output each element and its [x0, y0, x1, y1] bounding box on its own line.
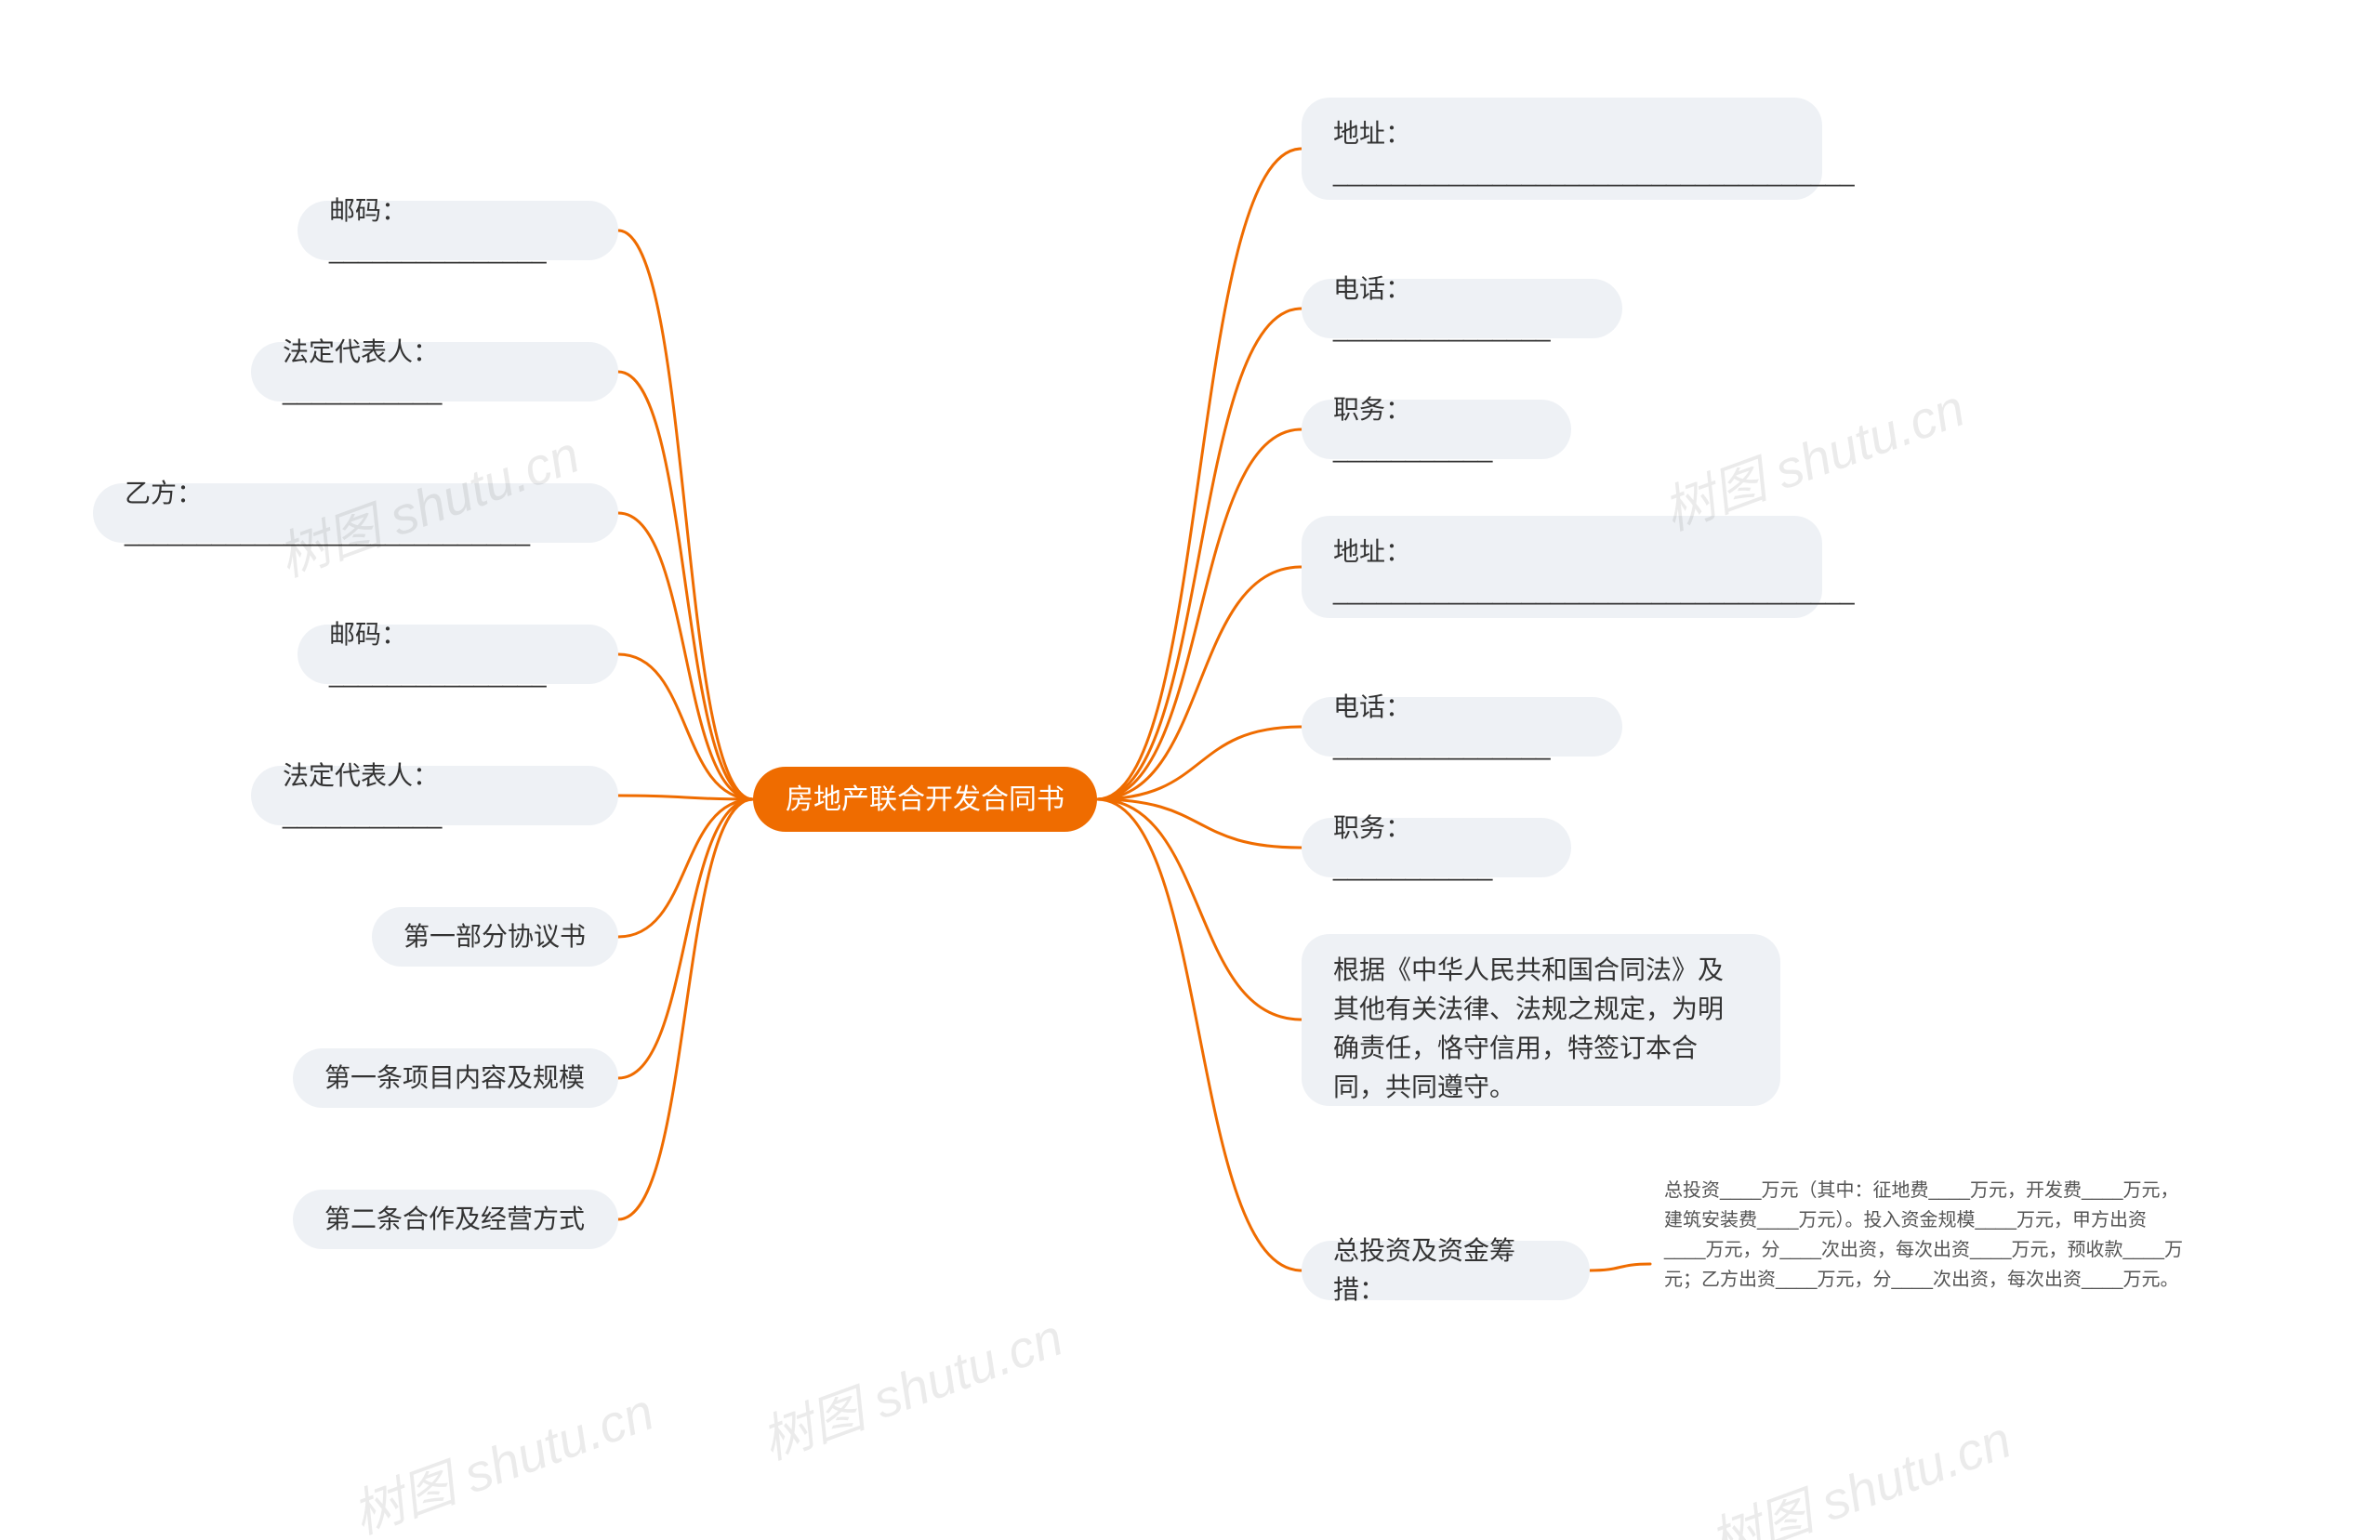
- branch-label: 第二条合作及经营方式: [324, 1200, 587, 1239]
- detail-text-content: 总投资____万元（其中：征地费____万元，开发费____万元，建筑安装费__…: [1664, 1180, 2183, 1290]
- branch-node-section-1[interactable]: 第一部分协议书: [372, 907, 618, 967]
- branch-label: 电话：_______________: [1333, 270, 1591, 348]
- mindmap-center-node[interactable]: 房地产联合开发合同书: [753, 767, 1097, 832]
- branch-label: 职务：___________: [1333, 809, 1540, 887]
- branch-node-clause-preamble[interactable]: 根据《中华人民共和国合同法》及其他有关法律、法规之规定，为明确责任，恪守信用，特…: [1302, 934, 1780, 1106]
- branch-label: 地址：____________________________________: [1333, 533, 1791, 611]
- branch-node-position-2[interactable]: 职务：___________: [1302, 818, 1571, 877]
- branch-label: 法定代表人：___________: [283, 333, 587, 411]
- branch-node-address-2[interactable]: 地址：____________________________________: [1302, 516, 1822, 618]
- branch-node-postcode-2[interactable]: 邮码：_______________: [298, 625, 618, 684]
- branch-label: 电话：_______________: [1333, 688, 1591, 766]
- branch-node-party-b[interactable]: 乙方：____________________________: [93, 483, 618, 543]
- branch-label: 法定代表人：___________: [283, 757, 587, 835]
- branch-label: 第一部分协议书: [403, 917, 587, 956]
- branch-label: 根据《中华人民共和国合同法》及其他有关法律、法规之规定，为明确责任，恪守信用，特…: [1333, 951, 1749, 1107]
- investment-detail-text: 总投资____万元（其中：征地费____万元，开发费____万元，建筑安装费__…: [1664, 1176, 2185, 1295]
- branch-node-position-1[interactable]: 职务：___________: [1302, 400, 1571, 459]
- branch-node-phone-2[interactable]: 电话：_______________: [1302, 697, 1622, 757]
- branch-node-legal-rep-1[interactable]: 法定代表人：___________: [251, 342, 618, 401]
- branch-node-postcode-1[interactable]: 邮码：_______________: [298, 201, 618, 260]
- branch-node-legal-rep-2[interactable]: 法定代表人：___________: [251, 766, 618, 825]
- branch-label: 邮码：_______________: [329, 615, 587, 693]
- branch-node-article-2[interactable]: 第二条合作及经营方式: [293, 1190, 618, 1249]
- branch-label: 总投资及资金筹措：: [1333, 1231, 1558, 1310]
- branch-node-investment[interactable]: 总投资及资金筹措：: [1302, 1241, 1590, 1300]
- center-label: 房地产联合开发合同书: [786, 779, 1064, 821]
- branch-label: 地址：____________________________________: [1333, 114, 1791, 192]
- branch-node-address-1[interactable]: 地址：____________________________________: [1302, 98, 1822, 200]
- branch-label: 第一条项目内容及规模: [324, 1059, 587, 1098]
- branch-label: 职务：___________: [1333, 390, 1540, 468]
- branch-label: 乙方：____________________________: [125, 474, 587, 552]
- branch-label: 邮码：_______________: [329, 191, 587, 270]
- branch-node-article-1[interactable]: 第一条项目内容及规模: [293, 1048, 618, 1108]
- branch-node-phone-1[interactable]: 电话：_______________: [1302, 279, 1622, 338]
